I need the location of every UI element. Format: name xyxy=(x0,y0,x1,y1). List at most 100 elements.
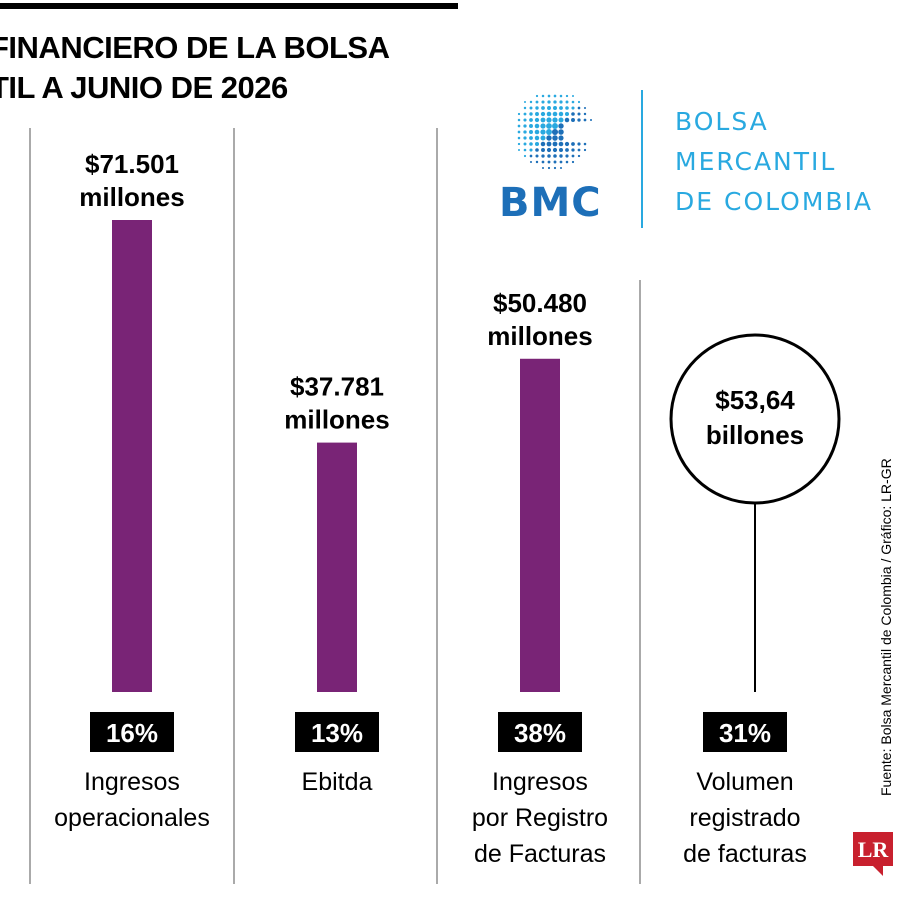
logo-dot xyxy=(529,142,533,146)
logo-dot xyxy=(571,118,575,122)
logo-dot xyxy=(558,141,564,147)
logo-dot xyxy=(523,106,527,110)
logo-dot xyxy=(535,160,539,164)
growth-badge-2 xyxy=(295,712,379,752)
logo-dot xyxy=(564,117,570,123)
logo-dot xyxy=(559,166,563,170)
logo-dot xyxy=(565,148,569,152)
logo-dot xyxy=(565,100,569,104)
logo-dot xyxy=(571,160,575,164)
logo-dot xyxy=(523,118,527,122)
logo-dot xyxy=(553,154,557,158)
logo-dot xyxy=(529,136,533,140)
category-label-1-line-2: operacionales xyxy=(54,804,210,832)
logo-dot xyxy=(547,100,551,104)
logo-dot xyxy=(534,135,540,141)
logo-dot xyxy=(535,106,539,110)
logo-dot xyxy=(553,94,557,98)
logo-dot xyxy=(529,160,533,164)
value-label-unit-2: millones xyxy=(284,405,389,435)
logo-dot xyxy=(517,148,521,152)
logo-dot xyxy=(529,100,533,104)
logo-dot xyxy=(547,166,551,170)
logo-dot xyxy=(553,106,557,110)
logo-dot xyxy=(571,142,575,146)
logo-dot xyxy=(541,148,545,152)
logo-divider xyxy=(641,90,643,228)
logo-dot xyxy=(535,94,539,98)
logo-dot xyxy=(523,100,527,104)
logo-dot xyxy=(534,117,540,123)
logo-dot xyxy=(546,147,552,153)
logo-dot xyxy=(558,135,564,141)
logo-dot xyxy=(541,154,545,158)
growth-value-2: 13% xyxy=(311,718,363,748)
logo-dot xyxy=(571,112,575,116)
logo-dot xyxy=(583,106,587,110)
logo-lettermark: BMC xyxy=(499,180,602,226)
logo-dot xyxy=(546,141,552,147)
logo-dot xyxy=(534,123,540,129)
lr-badge-tail xyxy=(873,866,883,876)
value-label-amount-2: $37.781 xyxy=(290,372,384,402)
logo-dot xyxy=(529,112,533,116)
chart-title: FINANCIERO DE LA BOLSA TIL A JUNIO DE 20… xyxy=(0,28,390,108)
logo-dot xyxy=(583,142,587,146)
logo-dot xyxy=(540,129,546,135)
logo-dot xyxy=(571,100,575,104)
value-label-amount-1: $71.501 xyxy=(85,149,179,179)
category-label-4-line-1: Volumen xyxy=(696,768,793,796)
logo-dot xyxy=(565,160,569,164)
category-label-3-line-2: por Registro xyxy=(472,804,608,832)
logo-dot xyxy=(541,94,545,98)
logo-dot xyxy=(577,100,581,104)
logo-dot xyxy=(577,148,581,152)
logo-name-line-3: DE COLOMBIA xyxy=(675,187,874,216)
logo-dot xyxy=(540,135,546,141)
logo-dot xyxy=(535,112,539,116)
logo-dot xyxy=(583,118,587,122)
logo-dot xyxy=(577,112,581,116)
logo-dot xyxy=(558,111,564,117)
logo-dot xyxy=(564,111,570,117)
logo-name: BOLSA MERCANTIL DE COLOMBIA xyxy=(675,102,873,222)
value-label-amount-4: $53,64 xyxy=(715,385,795,415)
logo-dot xyxy=(552,123,558,129)
logo-dot xyxy=(589,118,593,122)
logo-dot xyxy=(517,130,521,134)
logo-name-line-2: MERCANTIL xyxy=(675,147,837,176)
bar-3 xyxy=(520,358,560,692)
logo-dot xyxy=(546,111,552,117)
logo-dot xyxy=(523,154,527,158)
logo-dot xyxy=(577,142,581,146)
logo-dot xyxy=(552,141,558,147)
callout-circle-4 xyxy=(669,333,841,505)
logo-dot xyxy=(571,94,575,98)
value-label-unit-3: millones xyxy=(487,321,592,351)
logo-dot xyxy=(559,100,563,104)
logo-dot xyxy=(540,117,546,123)
logo-dot xyxy=(517,112,521,116)
logo-dot xyxy=(552,147,558,153)
logo-dot xyxy=(546,123,552,129)
logo-dot xyxy=(541,100,545,104)
logo-dot xyxy=(559,94,563,98)
logo-name-line-1: BOLSA xyxy=(675,107,769,136)
logo-dot xyxy=(577,154,581,158)
growth-badge-1 xyxy=(90,712,174,752)
bmc-logo: BMC BOLSA MERCANTIL DE COLOMBIA xyxy=(495,88,875,238)
growth-badge-3 xyxy=(498,712,582,752)
logo-dot xyxy=(577,106,581,110)
logo-dot xyxy=(534,129,540,135)
logo-dot xyxy=(529,106,533,110)
logo-dot xyxy=(558,129,564,135)
logo-dot xyxy=(529,148,533,152)
category-label-2-line-1: Ebitda xyxy=(302,768,373,796)
logo-dot xyxy=(523,148,527,152)
growth-badge-4 xyxy=(703,712,787,752)
logo-dot xyxy=(565,154,569,158)
logo-dot xyxy=(529,118,533,122)
category-label-3-line-1: Ingresos xyxy=(492,768,588,796)
category-label-4-line-2: registrado xyxy=(689,804,800,832)
logo-dot xyxy=(523,124,527,128)
